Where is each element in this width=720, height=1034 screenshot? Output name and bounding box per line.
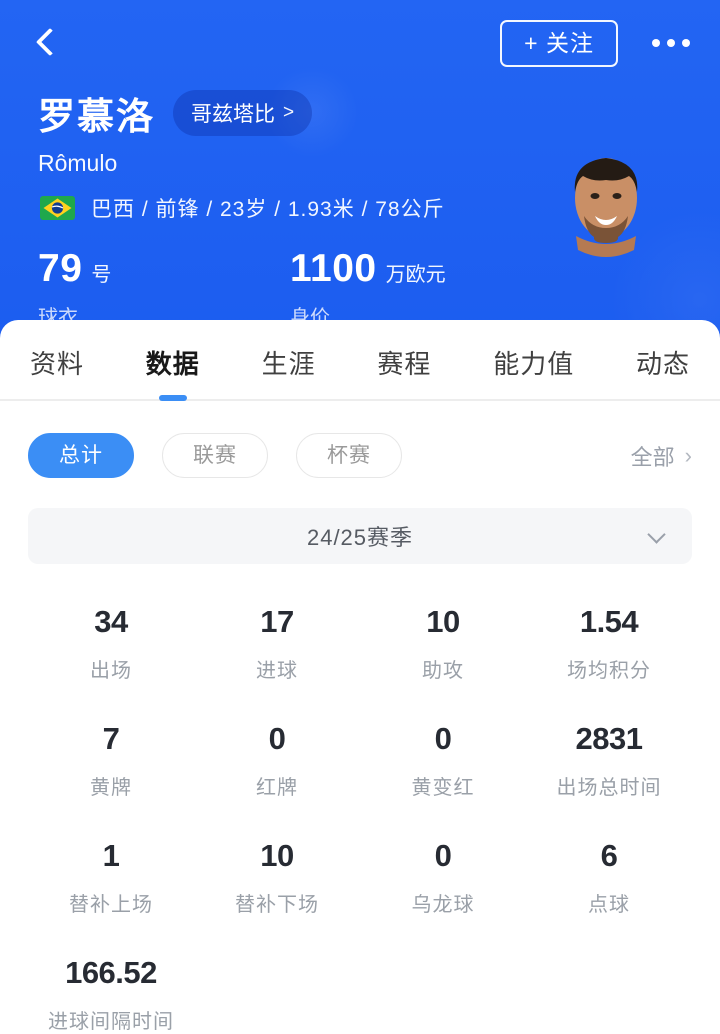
jersey-block: 79 号 球衣 <box>38 247 290 330</box>
stat-own-goals: 0 乌龙球 <box>411 838 475 916</box>
stat-avg-rating: 1.54 场均积分 <box>567 604 651 682</box>
tab-data[interactable]: 数据 <box>146 344 200 399</box>
tab-bar: 资料 数据 生涯 赛程 能力值 动态 <box>0 320 720 401</box>
player-photo <box>562 140 650 272</box>
player-name-latin: Rômulo <box>38 150 118 176</box>
stat-minutes: 2831 出场总时间 <box>556 721 662 799</box>
jersey-unit: 号 <box>91 264 112 286</box>
follow-button[interactable]: + 关注 <box>500 19 618 67</box>
stat-mins-per-goal: 166.52 进球间隔时间 <box>48 955 174 1033</box>
tab-career[interactable]: 生涯 <box>261 349 316 379</box>
stat-penalties: 6 点球 <box>588 838 630 916</box>
chevron-right-icon: > <box>283 102 295 123</box>
back-icon[interactable] <box>30 23 70 63</box>
stat-second-yellow: 0 黄变红 <box>411 721 475 799</box>
season-selector[interactable]: 24/25赛季 <box>28 508 692 564</box>
stat-appearances: 34 出场 <box>90 604 132 682</box>
stat-goals: 17 进球 <box>256 604 298 682</box>
player-header: + 关注 罗慕洛 哥兹塔比 > Rômulo 巴西 / 前锋 / 23岁 / 1… <box>0 0 720 338</box>
stat-assists: 10 助攻 <box>422 604 464 682</box>
stat-sub-off: 10 替补下场 <box>235 838 319 916</box>
market-value-block: 1100 万欧元 身价 <box>290 247 542 330</box>
all-label: 全部 <box>630 444 675 470</box>
team-name: 哥兹塔比 <box>191 103 275 126</box>
jersey-number: 79 <box>38 247 83 290</box>
tab-profile[interactable]: 资料 <box>30 349 85 379</box>
chevron-right-icon: › <box>684 442 692 468</box>
filter-row: 总计 联赛 杯赛 全部 › <box>0 433 720 478</box>
stat-red-cards: 0 红牌 <box>256 721 298 799</box>
team-badge[interactable]: 哥兹塔比 > <box>173 90 313 136</box>
market-unit: 万欧元 <box>385 264 446 286</box>
content-card: 资料 数据 生涯 赛程 能力值 动态 总计 联赛 杯赛 全部 › 24/25赛季… <box>0 320 720 1034</box>
season-label: 24/25赛季 <box>306 525 414 550</box>
chip-cup[interactable]: 杯赛 <box>296 433 402 478</box>
chip-league[interactable]: 联赛 <box>162 433 268 478</box>
chevron-down-icon <box>650 528 664 542</box>
stat-yellow-cards: 7 黄牌 <box>90 721 132 799</box>
stats-grid: 34 出场 17 进球 10 助攻 1.54 场均积分 7 黄牌 0 红牌 0 … <box>0 604 720 1034</box>
all-competitions-link[interactable]: 全部 › <box>631 440 692 472</box>
player-name: 罗慕洛 <box>38 96 155 137</box>
chip-total[interactable]: 总计 <box>28 433 134 478</box>
stat-sub-on: 1 替补上场 <box>69 838 153 916</box>
player-info-line: 巴西 / 前锋 / 23岁 / 1.93米 / 78公斤 <box>91 198 445 221</box>
market-value: 1100 <box>290 247 377 290</box>
tab-ability[interactable]: 能力值 <box>493 349 575 379</box>
tab-news[interactable]: 动态 <box>635 349 690 379</box>
more-icon[interactable] <box>648 31 694 55</box>
brazil-flag-icon <box>40 196 75 220</box>
tab-schedule[interactable]: 赛程 <box>377 349 432 379</box>
top-bar: + 关注 <box>0 0 720 67</box>
